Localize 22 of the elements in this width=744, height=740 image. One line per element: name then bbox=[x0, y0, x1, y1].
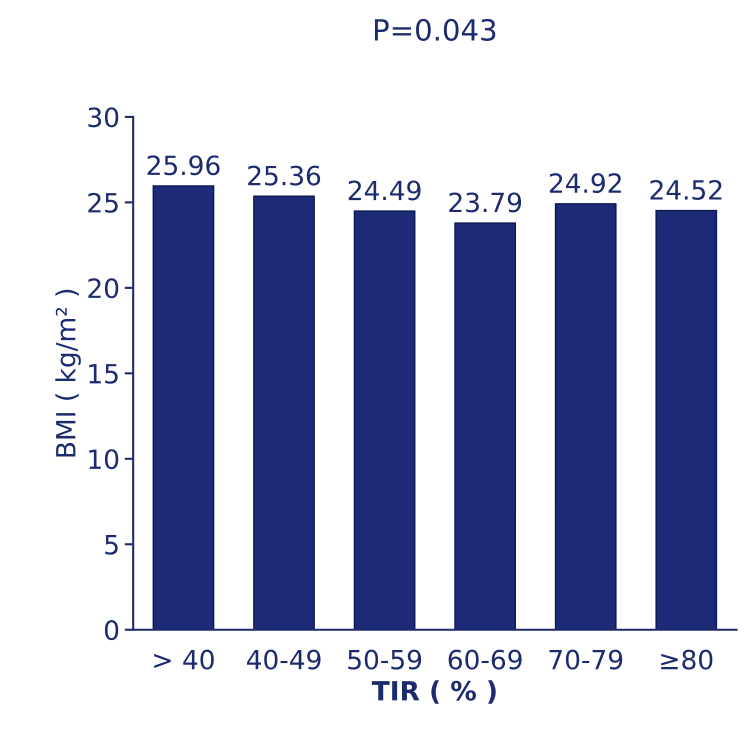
y-tick-label: 5 bbox=[105, 535, 118, 555]
y-axis-title: BMI ( kg/m² ) bbox=[55, 290, 81, 457]
y-tick-label: 25 bbox=[88, 192, 118, 213]
data-label: 24.92 bbox=[550, 173, 621, 194]
chart-title: P=0.043 bbox=[374, 18, 496, 41]
data-label: 25.36 bbox=[248, 166, 320, 186]
x-tick-label: 70-79 bbox=[550, 650, 622, 670]
data-label: 23.79 bbox=[449, 192, 522, 212]
x-tick-label: 50-59 bbox=[348, 650, 422, 670]
data-label: 24.52 bbox=[650, 180, 722, 200]
x-tick-label: > 40 bbox=[154, 650, 214, 670]
x-tick-label: 60-69 bbox=[448, 650, 522, 670]
y-tick-label: 10 bbox=[89, 449, 118, 470]
y-tick-label: 0 bbox=[104, 620, 118, 640]
y-tick-label: 30 bbox=[88, 107, 118, 128]
data-label: 25.96 bbox=[148, 155, 220, 176]
x-tick-label: 40-49 bbox=[246, 650, 321, 670]
data-label: 24.49 bbox=[348, 180, 421, 200]
y-tick-label: 15 bbox=[89, 364, 118, 384]
x-tick-label: ≥80 bbox=[661, 650, 712, 670]
y-tick-label: 20 bbox=[88, 278, 118, 298]
x-axis-title: TIR ( % ) bbox=[372, 680, 496, 704]
